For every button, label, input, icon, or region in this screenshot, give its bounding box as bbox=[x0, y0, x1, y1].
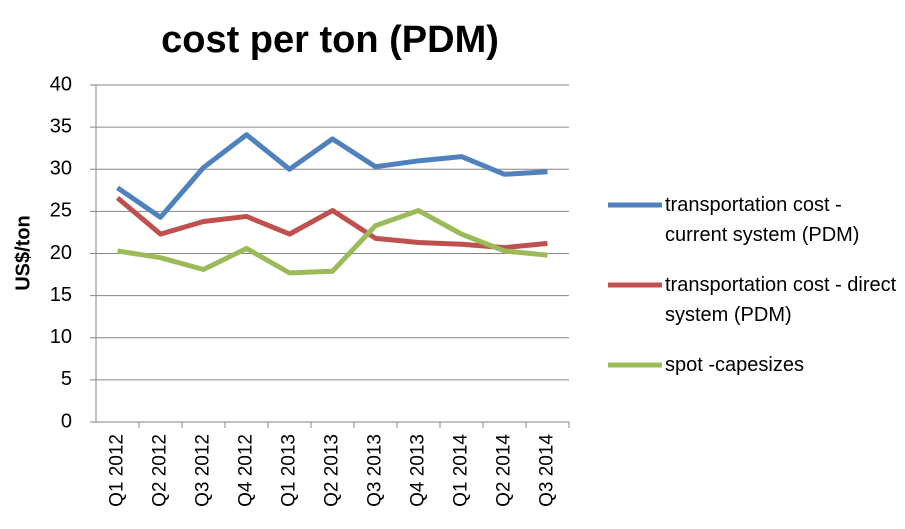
y-tick-label: 25 bbox=[50, 200, 72, 222]
y-tick-label: 0 bbox=[61, 410, 72, 432]
series-line bbox=[117, 208, 548, 276]
y-tick-label: 30 bbox=[50, 158, 72, 180]
x-tick-label: Q2 2012 bbox=[150, 434, 171, 507]
series-line bbox=[115, 195, 548, 251]
y-tick-label: 40 bbox=[50, 73, 72, 95]
y-tick-label: 15 bbox=[50, 284, 72, 306]
x-tick-label: Q3 2012 bbox=[193, 434, 214, 507]
x-tick-label: Q2 2013 bbox=[322, 434, 343, 507]
legend-label: spot -capesizes bbox=[665, 354, 804, 376]
y-tick-label: 5 bbox=[61, 368, 72, 390]
legend-label: transportation cost - current system (PD… bbox=[665, 194, 860, 246]
x-tick-label: Q3 2013 bbox=[365, 434, 386, 507]
x-tick-label: Q1 2014 bbox=[451, 434, 472, 507]
y-axis-label: US$/ton bbox=[12, 215, 34, 291]
chart-title: cost per ton (PDM) bbox=[161, 19, 499, 61]
y-tick-label: 10 bbox=[50, 326, 72, 348]
x-tick-label: Q1 2013 bbox=[279, 434, 300, 507]
x-tick-label: Q3 2014 bbox=[537, 434, 558, 507]
series-line bbox=[116, 132, 548, 220]
x-tick-label: Q1 2012 bbox=[107, 434, 128, 507]
legend-label: transportation cost - direct system (PDM… bbox=[665, 274, 897, 326]
x-tick-label: Q4 2012 bbox=[236, 434, 257, 507]
y-tick-label: 20 bbox=[50, 242, 72, 264]
x-tick-label: Q4 2013 bbox=[408, 434, 429, 507]
y-tick-label: 35 bbox=[50, 115, 72, 137]
x-tick-label: Q2 2014 bbox=[494, 434, 515, 507]
